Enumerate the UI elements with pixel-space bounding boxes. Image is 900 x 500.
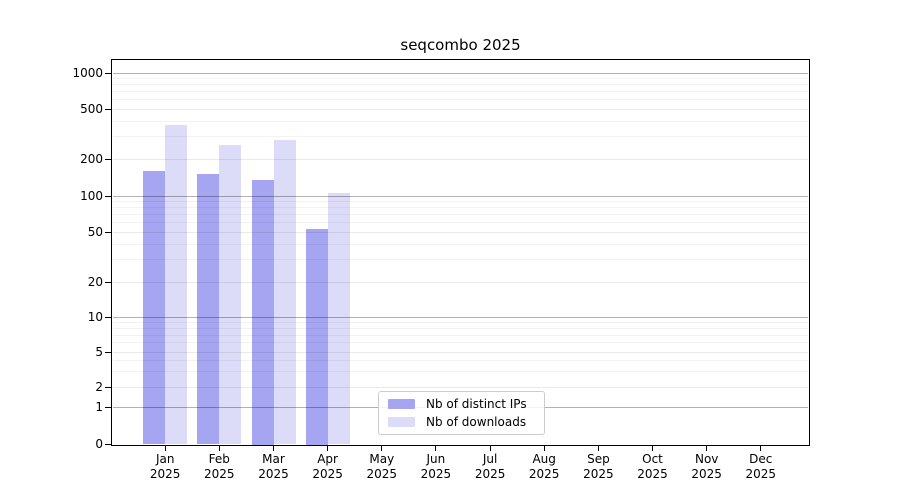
y-tick-20 bbox=[105, 281, 111, 283]
x-tick-label-jan-2025: Jan 2025 bbox=[149, 452, 181, 481]
gridline-minor-90 bbox=[113, 201, 808, 202]
gridline-mid-50 bbox=[113, 231, 808, 233]
gridline-minor-70 bbox=[113, 214, 808, 215]
chart-title: seqcombo 2025 bbox=[400, 36, 521, 54]
x-tick-label-sep-2025: Sep 2025 bbox=[583, 452, 614, 481]
y-tick-label-5: 5 bbox=[95, 345, 103, 359]
x-tick-aug-2025 bbox=[543, 446, 545, 451]
gridline-minor-80 bbox=[113, 207, 808, 209]
y-tick-200 bbox=[105, 158, 111, 160]
x-tick-may-2025 bbox=[381, 446, 383, 451]
gridline-major-10 bbox=[113, 316, 808, 318]
legend-label-distinct-ips: Nb of distinct IPs bbox=[426, 396, 527, 411]
gridline-mid-500 bbox=[113, 108, 808, 110]
x-tick-label-jul-2025: Jul 2025 bbox=[474, 452, 506, 481]
y-tick-label-1: 1 bbox=[95, 400, 103, 414]
gridline-major-1000 bbox=[113, 72, 808, 74]
x-tick-label-apr-2025: Apr 2025 bbox=[312, 452, 343, 481]
x-tick-label-jun-2025: Jun 2025 bbox=[420, 452, 452, 481]
y-tick-500 bbox=[105, 108, 111, 110]
bar-nb-of-downloads-feb-2025 bbox=[219, 144, 242, 445]
x-tick-label-dec-2025: Dec 2025 bbox=[745, 452, 777, 481]
x-tick-sep-2025 bbox=[597, 446, 599, 451]
bar-nb-of-downloads-apr-2025 bbox=[327, 192, 350, 445]
y-tick-1000 bbox=[105, 72, 111, 74]
x-tick-label-oct-2025: Oct 2025 bbox=[637, 452, 668, 481]
gridline-minor-400 bbox=[113, 120, 808, 122]
gridline-minor-600 bbox=[113, 99, 808, 100]
gridline-minor-3 bbox=[113, 371, 808, 372]
gridline-minor-60 bbox=[113, 222, 808, 223]
x-tick-jun-2025 bbox=[435, 446, 437, 451]
y-tick-label-500: 500 bbox=[80, 102, 103, 116]
y-tick-label-50: 50 bbox=[87, 225, 103, 239]
gridline-mid-20 bbox=[113, 281, 808, 283]
x-tick-dec-2025 bbox=[760, 446, 762, 451]
y-tick-label-200: 200 bbox=[80, 152, 103, 166]
y-tick-1 bbox=[105, 406, 111, 408]
bar-nb-of-distinct-ips-jan-2025 bbox=[143, 170, 166, 445]
x-tick-mar-2025 bbox=[273, 446, 274, 451]
legend-swatch-distinct-ips-icon bbox=[388, 398, 415, 409]
plot-area bbox=[111, 59, 810, 446]
gridline-minor-800 bbox=[113, 84, 808, 86]
x-tick-jul-2025 bbox=[489, 446, 491, 451]
y-tick-50 bbox=[105, 231, 111, 233]
x-tick-label-may-2025: May 2025 bbox=[366, 452, 398, 481]
bar-nb-of-downloads-mar-2025 bbox=[273, 139, 296, 445]
y-tick-label-100: 100 bbox=[80, 189, 103, 203]
gridline-minor-900 bbox=[113, 78, 808, 79]
gridline-major-100 bbox=[113, 195, 808, 197]
x-tick-nov-2025 bbox=[706, 446, 708, 451]
gridline-mid-5 bbox=[113, 351, 808, 353]
x-tick-feb-2025 bbox=[218, 446, 220, 451]
y-tick-10 bbox=[105, 316, 111, 318]
x-tick-jan-2025 bbox=[164, 446, 166, 451]
gridline-minor-300 bbox=[113, 136, 808, 138]
bar-nb-of-distinct-ips-feb-2025 bbox=[197, 174, 220, 445]
y-tick-0 bbox=[105, 443, 111, 445]
gridline-mid-200 bbox=[113, 158, 808, 160]
y-tick-2 bbox=[105, 386, 111, 388]
y-tick-label-20: 20 bbox=[87, 275, 103, 289]
bar-nb-of-downloads-jan-2025 bbox=[165, 125, 188, 445]
legend: Nb of distinct IPs Nb of downloads bbox=[378, 391, 545, 435]
gridline-minor-30 bbox=[113, 259, 808, 261]
x-tick-label-mar-2025: Mar 2025 bbox=[258, 452, 289, 481]
x-tick-label-aug-2025: Aug 2025 bbox=[528, 452, 560, 481]
x-tick-label-nov-2025: Nov 2025 bbox=[691, 452, 722, 481]
y-tick-label-0: 0 bbox=[95, 437, 103, 451]
y-tick-label-1000: 1000 bbox=[72, 66, 103, 80]
y-tick-100 bbox=[105, 195, 111, 197]
legend-swatch-downloads-icon bbox=[388, 417, 415, 428]
gridline-minor-40 bbox=[113, 243, 808, 245]
x-tick-apr-2025 bbox=[327, 446, 329, 451]
gridline-minor-6 bbox=[113, 342, 808, 344]
y-tick-label-2: 2 bbox=[95, 380, 103, 394]
y-tick-5 bbox=[105, 351, 111, 353]
x-tick-oct-2025 bbox=[652, 446, 653, 451]
gridline-minor-7 bbox=[113, 334, 808, 336]
gridline-minor-4 bbox=[113, 360, 808, 361]
x-tick-label-feb-2025: Feb 2025 bbox=[204, 452, 235, 481]
legend-item-distinct-ips: Nb of distinct IPs bbox=[388, 396, 535, 412]
y-tick-label-10: 10 bbox=[87, 310, 103, 324]
legend-label-downloads: Nb of downloads bbox=[426, 415, 527, 430]
legend-item-downloads: Nb of downloads bbox=[388, 415, 535, 431]
gridline-minor-9 bbox=[113, 321, 808, 323]
gridline-mid-2 bbox=[113, 386, 808, 388]
gridline-minor-700 bbox=[113, 91, 808, 92]
bar-nb-of-distinct-ips-mar-2025 bbox=[251, 180, 274, 445]
gridline-minor-8 bbox=[113, 327, 808, 329]
bar-nb-of-distinct-ips-apr-2025 bbox=[305, 229, 328, 445]
